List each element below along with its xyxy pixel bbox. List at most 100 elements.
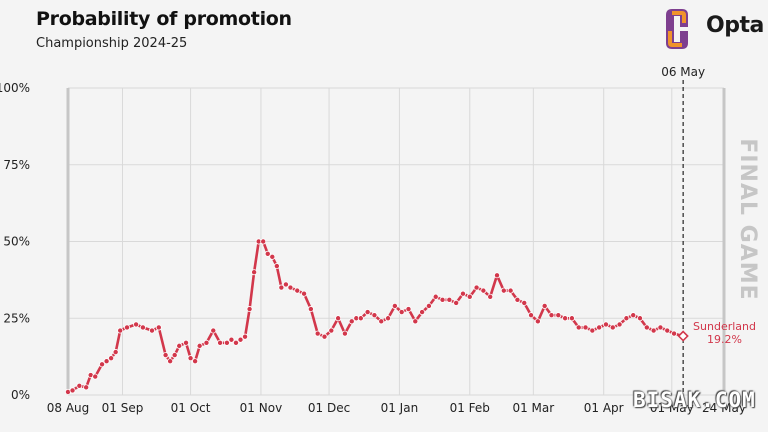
- data-point: [487, 293, 494, 300]
- series-name-label: Sunderland: [693, 320, 756, 333]
- y-tick-label: 100%: [0, 81, 30, 95]
- data-point: [500, 287, 507, 294]
- x-tick-label: 24 May: [702, 401, 746, 415]
- data-point: [282, 281, 289, 288]
- data-point: [242, 333, 249, 340]
- data-point: [217, 339, 224, 346]
- data-point: [398, 309, 405, 316]
- opta-brand-text: Opta: [706, 13, 764, 38]
- data-point: [162, 352, 169, 359]
- data-point: [439, 296, 446, 303]
- data-point: [232, 339, 239, 346]
- x-tick-label: 01 Sep: [102, 401, 144, 415]
- data-point: [371, 312, 378, 319]
- data-point: [269, 253, 276, 260]
- series-value-label: 19.2%: [707, 333, 742, 346]
- data-point: [480, 287, 487, 294]
- data-point: [171, 352, 178, 359]
- y-tick-label: 25%: [3, 311, 30, 325]
- data-point: [103, 358, 110, 365]
- x-tick-label: 01 Jan: [381, 401, 419, 415]
- data-point: [568, 315, 575, 322]
- data-point: [391, 302, 398, 309]
- current-value-marker: [677, 330, 689, 342]
- data-point: [273, 263, 280, 270]
- data-point: [562, 315, 569, 322]
- data-point: [385, 315, 392, 322]
- data-point: [187, 355, 194, 362]
- data-point: [466, 293, 473, 300]
- data-point: [155, 324, 162, 331]
- chart-subtitle: Championship 2024-25: [36, 36, 188, 51]
- data-point: [176, 342, 183, 349]
- data-point: [133, 321, 140, 328]
- data-point: [555, 312, 562, 319]
- data-point: [307, 306, 314, 313]
- data-point: [92, 373, 99, 380]
- data-point: [575, 324, 582, 331]
- data-point: [99, 361, 106, 368]
- data-point: [514, 296, 521, 303]
- data-point: [139, 324, 146, 331]
- data-point: [507, 287, 514, 294]
- data-point: [650, 327, 657, 334]
- data-point: [83, 384, 90, 391]
- data-point: [183, 339, 190, 346]
- data-point: [657, 324, 664, 331]
- data-point: [494, 272, 501, 279]
- data-point: [453, 299, 460, 306]
- data-point: [664, 327, 671, 334]
- y-tick-label: 75%: [3, 158, 30, 172]
- series-line-sunderland: [66, 240, 685, 394]
- data-point: [287, 284, 294, 291]
- data-point: [112, 349, 119, 356]
- data-point: [314, 330, 321, 337]
- x-tick-label: 01 Feb: [450, 401, 490, 415]
- data-point: [528, 312, 535, 319]
- data-point: [228, 336, 235, 343]
- data-point: [630, 312, 637, 319]
- data-point: [637, 315, 644, 322]
- data-point: [432, 293, 439, 300]
- data-point: [223, 339, 230, 346]
- data-point: [589, 327, 596, 334]
- data-point: [348, 318, 355, 325]
- data-point: [210, 327, 217, 334]
- watermark-text: BISAK.COM: [633, 388, 756, 412]
- data-point: [364, 309, 371, 316]
- data-point: [671, 330, 678, 337]
- data-point: [264, 250, 271, 257]
- data-point: [623, 315, 630, 322]
- data-point: [192, 358, 199, 365]
- data-point: [260, 238, 267, 245]
- data-point: [425, 302, 432, 309]
- x-tick-label: 01 Oct: [171, 401, 211, 415]
- data-point: [643, 324, 650, 331]
- data-point: [548, 312, 555, 319]
- opta-logo-icon: [666, 9, 688, 49]
- data-point: [278, 284, 285, 291]
- x-tick-label: 08 Aug: [47, 401, 90, 415]
- data-point: [541, 302, 548, 309]
- data-point: [237, 336, 244, 343]
- x-tick-label: 01 Dec: [308, 401, 350, 415]
- data-point: [69, 387, 76, 394]
- data-point: [341, 330, 348, 337]
- data-point: [521, 299, 528, 306]
- data-point: [251, 269, 258, 276]
- data-point: [124, 324, 131, 331]
- data-point: [534, 318, 541, 325]
- data-point: [357, 315, 364, 322]
- current-date-label: 06 May: [661, 65, 705, 79]
- y-tick-label: 50%: [3, 235, 30, 249]
- data-point: [148, 327, 155, 334]
- x-tick-label: 01 May: [650, 401, 694, 415]
- data-point: [378, 318, 385, 325]
- data-point: [76, 382, 83, 389]
- data-point: [294, 287, 301, 294]
- data-point: [117, 327, 124, 334]
- data-point: [459, 290, 466, 297]
- data-point: [582, 324, 589, 331]
- data-point: [419, 309, 426, 316]
